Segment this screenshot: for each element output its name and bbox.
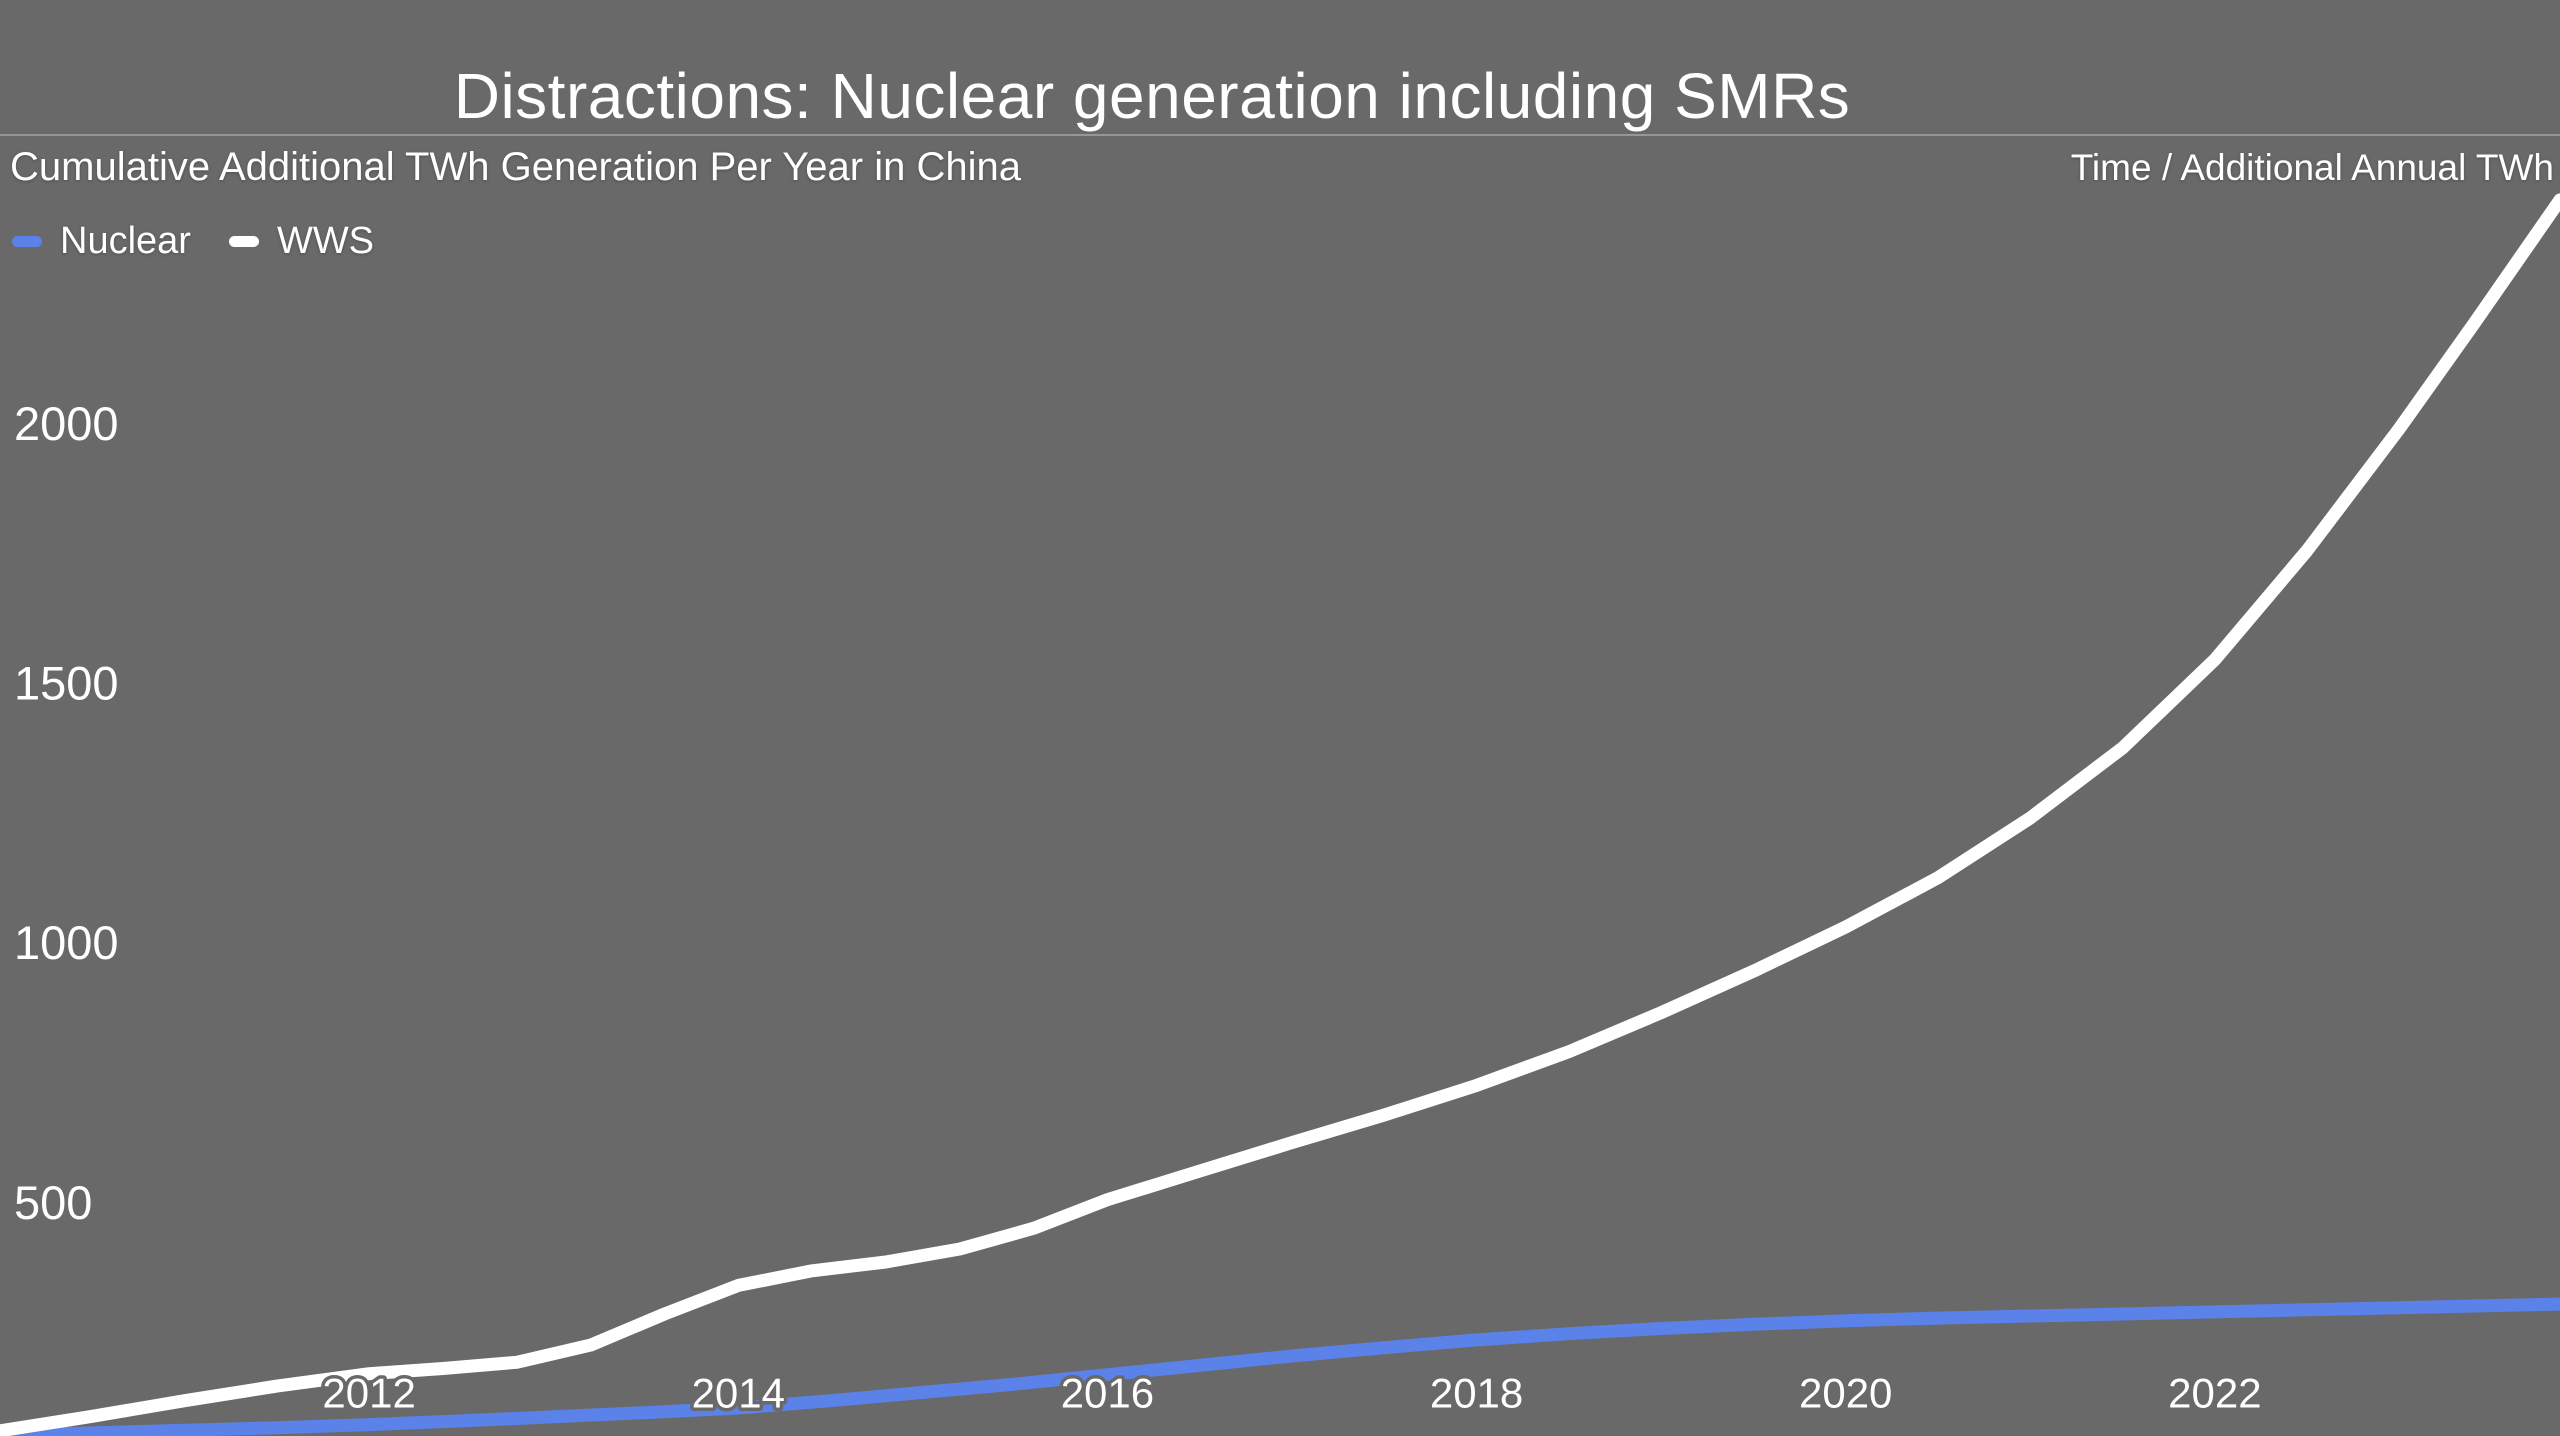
y-tick-label-1000: 1000	[14, 916, 119, 969]
x-tick-label-2020: 2020	[1799, 1370, 1892, 1417]
legend-item-nuclear: Nuclear	[12, 222, 191, 260]
y-tick-label-1500: 1500	[14, 656, 119, 709]
x-tick-label-2014: 2014	[692, 1370, 785, 1417]
nuclear-line-swatch	[12, 235, 42, 247]
legend-item-wws: WWS	[228, 220, 375, 262]
axis-caption: Time / Additional Annual TWh	[2070, 147, 2554, 188]
legend-label-nuclear: Nuclear	[60, 220, 191, 262]
x-tick-label-2016: 2016	[1061, 1370, 1154, 1417]
legend-label-wws: WWS	[276, 220, 375, 262]
page-title: Distractions: Nuclear generation includi…	[453, 60, 1851, 132]
wws-line	[0, 193, 2560, 1436]
legend: Nuclear WWS	[12, 222, 374, 260]
y-tick-label-2000: 2000	[14, 397, 119, 450]
nuclear-line	[0, 1297, 2560, 1436]
x-tick-label-2018: 2018	[1430, 1370, 1523, 1417]
wws-line-swatch	[228, 235, 259, 247]
y-tick-label-500: 500	[14, 1176, 92, 1229]
chart-title: Cumulative Additional TWh Generation Per…	[10, 145, 1021, 189]
header-divider	[0, 134, 2560, 136]
x-tick-label-2022: 2022	[2168, 1370, 2261, 1417]
x-tick-label-2012: 2012	[322, 1370, 415, 1417]
